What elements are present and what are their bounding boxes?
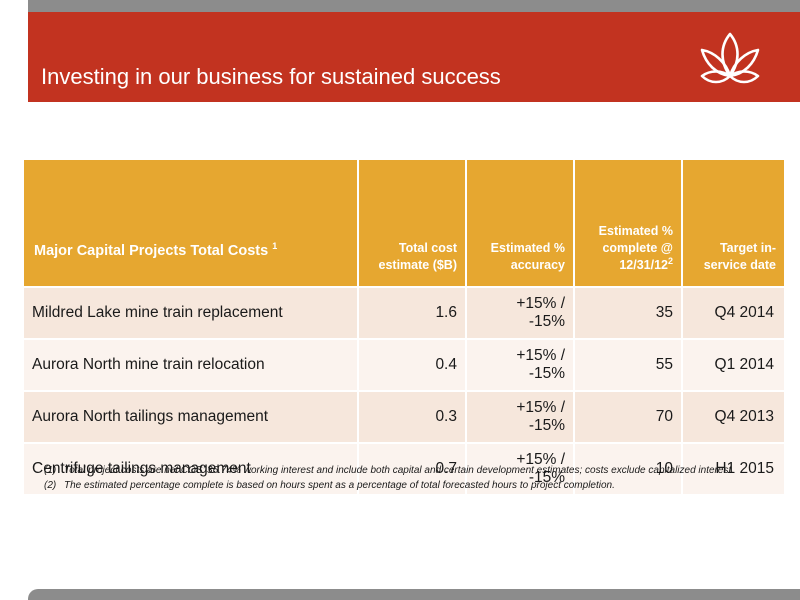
table-row: Centrifuge tailings management 0.7 +15% …: [24, 442, 784, 494]
footnote-marker: (2): [44, 480, 57, 491]
accuracy-cell: +15% / -15%: [466, 442, 575, 494]
cost-cell: 0.7: [358, 442, 467, 494]
capital-projects-table: Major Capital Projects Total Costs 1 Tot…: [24, 160, 784, 494]
accuracy-upper: +15% /: [516, 347, 565, 364]
column-header-date: Target in-service date: [682, 160, 784, 287]
column-header-cost: Total cost estimate ($B): [358, 160, 467, 287]
date-cell: Q4 2013: [682, 390, 784, 443]
accuracy-cell: +15% / -15%: [466, 286, 575, 339]
accuracy-lower: -15%: [528, 469, 565, 486]
top-accent-strip: [28, 0, 800, 12]
footnote-text: Total project costs are net COS’ 36.74% …: [64, 465, 734, 476]
lotus-logo-icon: [700, 32, 760, 84]
footnote-1: (1) Total project costs are net COS’ 36.…: [44, 464, 744, 477]
table-header-row: Major Capital Projects Total Costs 1 Tot…: [24, 160, 784, 287]
table-row: Aurora North tailings management 0.3 +15…: [24, 390, 784, 443]
footnote-ref-1: 1: [272, 241, 278, 252]
footnote-marker: (1): [44, 465, 57, 476]
table-row: Aurora North mine train relocation 0.4 +…: [24, 338, 784, 391]
date-cell: Q1 2014: [682, 338, 784, 391]
footnotes: (1) Total project costs are net COS’ 36.…: [44, 464, 744, 494]
accuracy-lower: -15%: [528, 365, 565, 382]
complete-cell: 70: [574, 390, 683, 443]
column-header-project: Major Capital Projects Total Costs 1: [24, 160, 359, 287]
cost-cell: 0.3: [358, 390, 467, 443]
accuracy-upper: +15% /: [516, 295, 565, 312]
accuracy-upper: +15% /: [516, 399, 565, 416]
accuracy-lower: -15%: [528, 417, 565, 434]
table-row: Mildred Lake mine train replacement 1.6 …: [24, 286, 784, 339]
cost-cell: 1.6: [358, 286, 467, 339]
accuracy-lower: -15%: [528, 313, 565, 330]
slide-title: Investing in our business for sustained …: [41, 64, 501, 89]
footnote-2: (2) The estimated percentage complete is…: [44, 479, 744, 492]
project-name-cell: Centrifuge tailings management: [24, 442, 359, 494]
accuracy-upper: +15% /: [516, 451, 565, 468]
column-header-accuracy: Estimated % accuracy: [466, 160, 575, 287]
project-name-cell: Aurora North mine train relocation: [24, 338, 359, 391]
complete-cell: 10: [574, 442, 683, 494]
accuracy-cell: +15% / -15%: [466, 390, 575, 443]
footnote-ref-2: 2: [667, 255, 673, 266]
project-name-cell: Mildred Lake mine train replacement: [24, 286, 359, 339]
project-name-cell: Aurora North tailings management: [24, 390, 359, 443]
cost-cell: 0.4: [358, 338, 467, 391]
accuracy-cell: +15% / -15%: [466, 338, 575, 391]
date-cell: H1 2015: [682, 442, 784, 494]
bottom-accent-strip: [28, 589, 800, 600]
date-cell: Q4 2014: [682, 286, 784, 339]
complete-cell: 55: [574, 338, 683, 391]
complete-cell: 35: [574, 286, 683, 339]
footnote-text: The estimated percentage complete is bas…: [64, 480, 615, 491]
title-banner: [28, 12, 800, 102]
capital-projects-table-container: Major Capital Projects Total Costs 1 Tot…: [24, 160, 784, 494]
column-header-complete: Estimated % complete @ 12/31/122: [574, 160, 683, 287]
